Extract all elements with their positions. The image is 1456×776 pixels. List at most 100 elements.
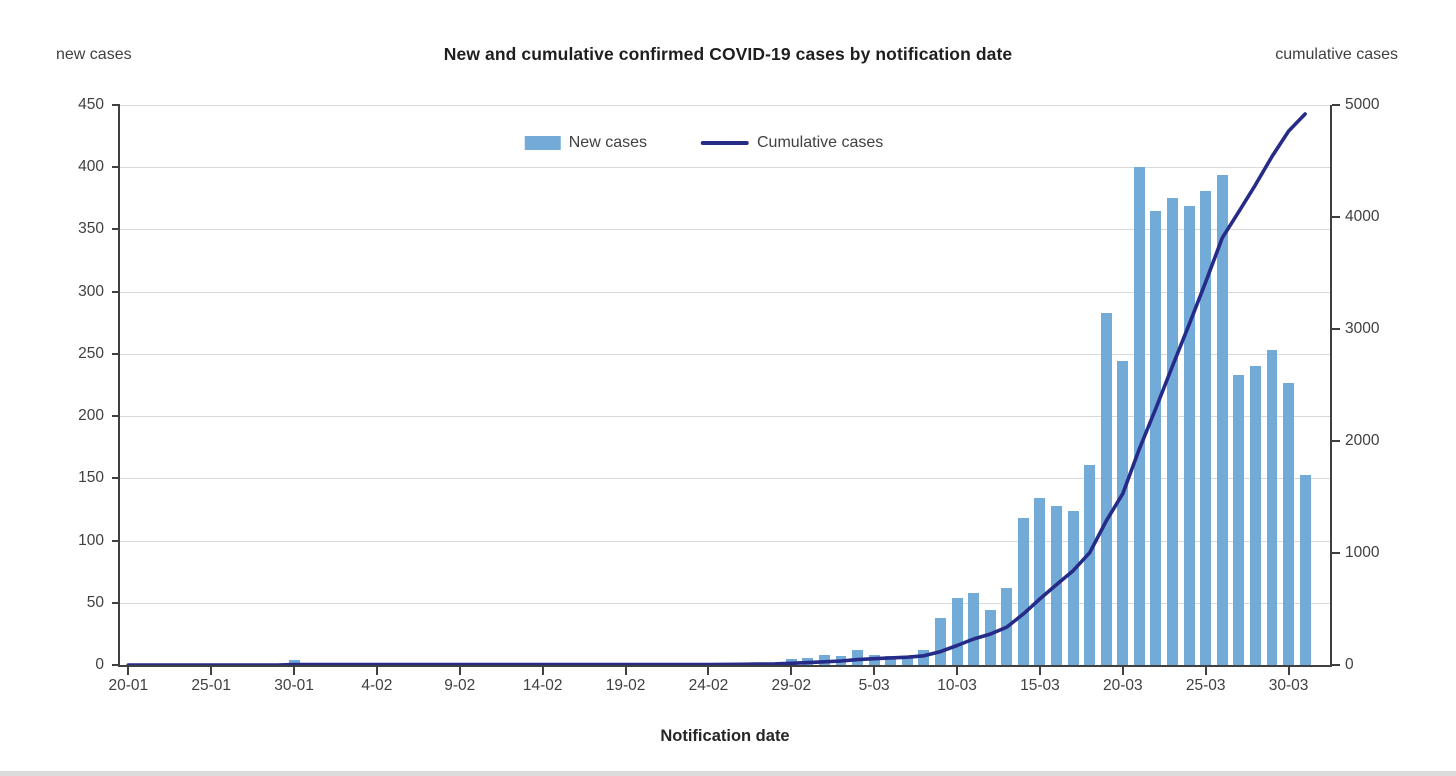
x-axis-label-20-03: 20-03 — [1102, 677, 1143, 694]
bar-21-03 — [1133, 167, 1145, 665]
left-axis-tick — [112, 477, 120, 480]
bar-22-03 — [1150, 210, 1162, 665]
x-axis-label-25-01: 25-01 — [191, 677, 231, 694]
x-axis-tick — [707, 667, 710, 675]
legend-label-cumulative-cases: Cumulative cases — [756, 134, 884, 151]
chart-legend: New cases Cumulative cases — [524, 134, 884, 152]
gridline — [120, 416, 1330, 418]
x-axis-label-25-03: 25-03 — [1185, 677, 1226, 694]
right-axis-label-4000: 4000 — [1345, 208, 1380, 225]
cumulative-cases-swatch-icon — [700, 140, 749, 146]
x-axis-label-9-02: 9-02 — [444, 677, 476, 694]
bar-19-03 — [1100, 312, 1112, 665]
bar-30-03 — [1283, 382, 1295, 665]
x-axis-tick — [541, 667, 544, 675]
left-axis-label-300: 300 — [78, 282, 104, 300]
x-axis-tick — [375, 667, 378, 675]
right-axis-tick — [1332, 664, 1340, 666]
left-axis-label-50: 50 — [86, 593, 104, 611]
x-axis-tick — [624, 667, 627, 675]
x-axis-tick — [1204, 667, 1207, 675]
gridline — [120, 478, 1330, 480]
plot-area — [120, 105, 1330, 667]
bar-29-03 — [1266, 350, 1278, 665]
x-axis-tick — [1121, 667, 1124, 675]
left-axis-tick — [112, 664, 120, 666]
right-axis-tick — [1332, 104, 1340, 106]
x-axis-tick — [873, 667, 876, 675]
bar-12-03 — [984, 610, 996, 665]
left-axis-line — [118, 105, 120, 667]
left-axis-tick — [112, 415, 120, 418]
gridline — [120, 229, 1330, 231]
left-axis-tick — [112, 539, 120, 542]
left-axis-tick — [112, 228, 120, 231]
gridline — [120, 602, 1330, 604]
x-axis-label-30-03: 30-03 — [1268, 677, 1309, 694]
x-axis-tick — [790, 667, 793, 675]
bar-18-03 — [1084, 464, 1096, 665]
bar-27-03 — [1233, 375, 1245, 665]
x-axis-label-30-01: 30-01 — [274, 677, 314, 694]
new-cases-swatch-icon — [524, 136, 561, 150]
left-axis-label-450: 450 — [78, 96, 104, 113]
left-axis-tick — [112, 104, 120, 106]
right-axis-label-2000: 2000 — [1345, 432, 1380, 449]
x-axis-label-20-01: 20-01 — [108, 677, 149, 694]
x-axis-label-5-03: 5-03 — [858, 677, 890, 694]
right-axis-tick — [1332, 440, 1340, 442]
x-axis-tick — [1287, 667, 1290, 675]
x-axis-title: Notification date — [660, 727, 790, 745]
x-axis-label-10-03: 10-03 — [937, 677, 977, 694]
left-axis-caption: new cases — [56, 46, 132, 63]
x-axis-label-4-02: 4-02 — [361, 677, 393, 694]
bar-11-03 — [968, 592, 980, 665]
bar-9-03 — [935, 617, 946, 665]
x-axis-line — [118, 665, 1332, 667]
cumulative-cases-line — [126, 112, 1307, 667]
bar-24-03 — [1183, 205, 1195, 665]
bar-23-03 — [1167, 198, 1178, 665]
right-axis-tick — [1332, 552, 1340, 554]
left-axis-label-250: 250 — [78, 344, 104, 362]
right-axis-tick-labels: 0 1000 2000 3000 4000 5000 — [1330, 96, 1440, 673]
right-axis-caption: cumulative cases — [1275, 46, 1398, 63]
bar-14-03 — [1017, 518, 1029, 665]
left-axis-tick-labels: 0 50 100 150 200 250 300 350 400 450 — [0, 96, 120, 673]
bar-31-03 — [1299, 474, 1311, 665]
right-axis-tick — [1332, 216, 1340, 218]
x-axis-tick — [956, 667, 959, 675]
page-bottom-edge — [0, 771, 1456, 776]
legend-item-cumulative-cases: Cumulative cases — [700, 134, 884, 152]
x-axis-label-14-02: 14-02 — [522, 677, 563, 694]
x-axis-tick — [1038, 667, 1041, 675]
left-axis-tick — [112, 290, 120, 293]
gridline — [120, 167, 1330, 169]
left-axis-label-350: 350 — [78, 220, 104, 238]
gridline — [120, 353, 1330, 355]
x-axis-tick — [210, 667, 213, 675]
bar-30-01 — [288, 660, 300, 665]
right-axis-label-1000: 1000 — [1345, 544, 1380, 561]
left-axis-label-400: 400 — [78, 158, 104, 176]
left-axis-label-150: 150 — [78, 469, 104, 487]
x-axis-tick — [293, 667, 296, 675]
x-axis-label-19-02: 19-02 — [605, 677, 646, 694]
bar-25-03 — [1200, 190, 1212, 665]
bar-10-03 — [951, 597, 963, 665]
bar-7-03 — [901, 656, 913, 665]
legend-label-new-cases: New cases — [568, 134, 647, 151]
x-axis-label-24-02: 24-02 — [688, 677, 729, 694]
x-axis-label-15-03: 15-03 — [1020, 677, 1060, 694]
bar-17-03 — [1067, 510, 1079, 665]
right-axis-label-5000: 5000 — [1345, 96, 1380, 113]
gridline — [120, 540, 1330, 542]
left-axis-tick — [112, 166, 120, 169]
bar-28-03 — [1249, 366, 1261, 665]
legend-item-new-cases: New cases — [524, 134, 647, 152]
right-axis-label-0: 0 — [1345, 656, 1354, 673]
left-axis-label-0: 0 — [95, 656, 104, 673]
bar-4-03 — [852, 650, 864, 665]
x-axis-tick — [458, 667, 461, 675]
